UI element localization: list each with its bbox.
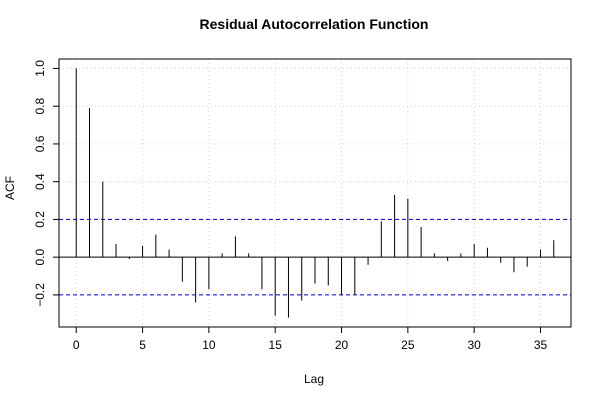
- x-tick-label: 15: [269, 338, 283, 352]
- x-tick-label: 35: [534, 338, 548, 352]
- y-tick-label: 0.6: [33, 135, 47, 152]
- y-axis: −0.2 0.0 0.2 0.4 0.6 0.8 1.0: [33, 60, 59, 307]
- grid-lines: [59, 59, 571, 327]
- y-tick-label: 0.4: [33, 173, 47, 190]
- y-tick-label: −0.2: [33, 283, 47, 307]
- x-tick-label: 5: [139, 338, 146, 352]
- plot-frame: [58, 58, 572, 328]
- x-tick-label: 10: [202, 338, 216, 352]
- y-axis-label: ACF: [3, 176, 17, 200]
- acf-bars: [75, 68, 555, 318]
- x-tick-label: 0: [73, 338, 80, 352]
- y-tick-label: 0.0: [33, 249, 47, 266]
- x-tick-label: 30: [467, 338, 481, 352]
- x-tick-label: 20: [335, 338, 349, 352]
- x-axis: 0 5 10 15 20 25 30 35: [73, 327, 548, 352]
- confidence-bounds: [59, 218, 571, 296]
- chart-title: Residual Autocorrelation Function: [200, 16, 429, 32]
- x-axis-label: Lag: [304, 372, 324, 386]
- y-tick-label: 0.2: [33, 211, 47, 228]
- y-tick-label: 0.8: [33, 98, 47, 115]
- x-tick-label: 25: [401, 338, 415, 352]
- y-tick-label: 1.0: [33, 60, 47, 77]
